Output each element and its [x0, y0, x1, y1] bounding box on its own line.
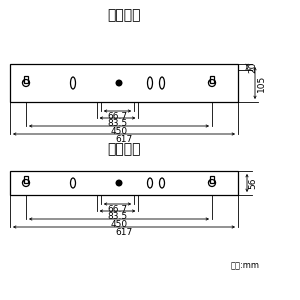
Text: 83.5: 83.5: [107, 212, 128, 221]
Text: 617: 617: [116, 228, 133, 237]
Circle shape: [116, 179, 122, 187]
Circle shape: [116, 80, 122, 86]
Bar: [10, 64, 238, 102]
Text: 20: 20: [248, 61, 257, 73]
Text: 105: 105: [256, 74, 266, 92]
Text: 単位:mm: 単位:mm: [231, 261, 260, 270]
Text: 617: 617: [116, 135, 133, 144]
Text: 棚下取付: 棚下取付: [107, 8, 141, 22]
Bar: [24, 76, 28, 83]
Text: 56: 56: [248, 177, 257, 189]
Text: 66.7: 66.7: [107, 112, 128, 121]
Bar: [210, 176, 214, 183]
Text: 83.5: 83.5: [107, 119, 128, 128]
Text: 壁面取付: 壁面取付: [107, 142, 141, 156]
Bar: [24, 176, 28, 183]
Bar: [210, 76, 214, 83]
Text: 450: 450: [110, 220, 127, 229]
Text: 450: 450: [110, 127, 127, 136]
Text: 66.7: 66.7: [107, 205, 128, 214]
Bar: [10, 171, 238, 195]
